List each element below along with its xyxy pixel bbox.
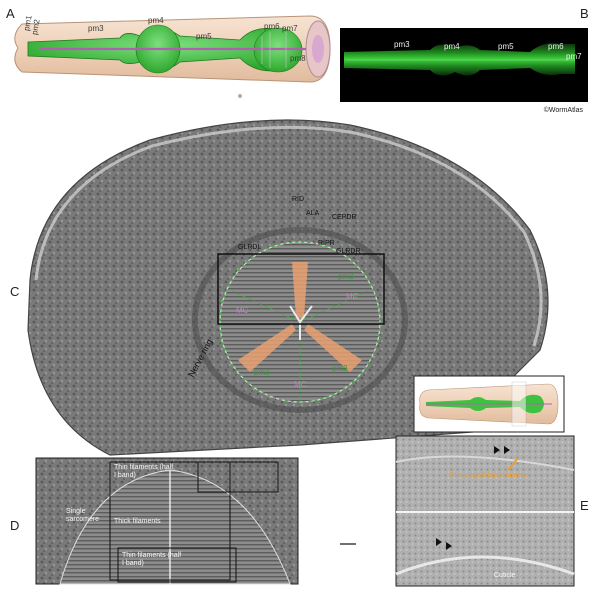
inset-schematic	[413, 375, 565, 433]
label-c-pm3-left: pm3	[254, 368, 270, 377]
label-c-glrdl: GLRDL	[238, 244, 262, 251]
wormatlas-credit: ©WormAtlas	[544, 106, 584, 114]
label-d-thin-filaments: Thin filaments (half I band)	[114, 464, 174, 479]
label-c-ripr: RIPR	[318, 240, 335, 247]
nerve-ring	[192, 227, 408, 413]
label-c-mc-bottom: MC	[294, 380, 307, 389]
label-a-pm8: pm8	[290, 54, 306, 63]
label-b-pm3: pm3	[394, 40, 410, 49]
label-c-glrdr: GLRDR	[336, 248, 361, 255]
label-a-pm5: pm5	[196, 32, 212, 41]
marginal-cells	[238, 262, 362, 372]
label-d-thick-filaments: Thick filaments	[114, 518, 161, 525]
label-c-cepdr: CEPDR	[332, 214, 357, 221]
panel-letter-c: C	[10, 284, 20, 299]
label-d-single-sarcomere: Single sarcomere	[66, 508, 100, 523]
panel-letter-a: A	[6, 6, 15, 21]
label-c-pm3-top: pm3	[338, 272, 354, 281]
label-a-pm7: pm7	[282, 24, 298, 33]
panel-letter-b: B	[580, 6, 589, 21]
label-b-pm6: pm6	[548, 42, 564, 51]
label-c-rid: RID	[292, 196, 305, 203]
label-c-pm3-right: pm3	[332, 364, 348, 373]
panel-a-schematic	[14, 15, 331, 98]
label-e-cuticle: Cuticle	[494, 572, 516, 579]
label-c-mc-left: MC	[236, 306, 249, 315]
panel-b-micrograph	[340, 28, 588, 102]
label-d-thin-filaments-h: Thin filaments (half I band)	[122, 552, 182, 567]
label-a-pm3: pm3	[88, 24, 104, 33]
label-a-pm6: pm6	[264, 22, 280, 31]
panel-c-em-section	[27, 119, 549, 456]
label-b-pm7: pm7	[566, 52, 582, 61]
worm-mouth	[312, 35, 324, 63]
label-c-ala: ALA	[306, 210, 320, 217]
panel-letter-d: D	[10, 518, 20, 533]
label-a-pm4: pm4	[148, 16, 164, 25]
label-b-pm5: pm5	[498, 42, 514, 51]
panel-letter-e: E	[580, 498, 589, 513]
label-e-basal-lamina: Pharyngeal basal lamina	[450, 472, 527, 479]
basal-lamina-arrow	[507, 457, 519, 471]
label-c-mc-right: MC	[346, 292, 359, 301]
panel-b-pharynx	[344, 43, 575, 76]
label-b-pm4: pm4	[444, 42, 460, 51]
panel-e-em	[395, 435, 575, 587]
panel-d-em	[35, 457, 356, 585]
region-box-c	[217, 253, 385, 325]
